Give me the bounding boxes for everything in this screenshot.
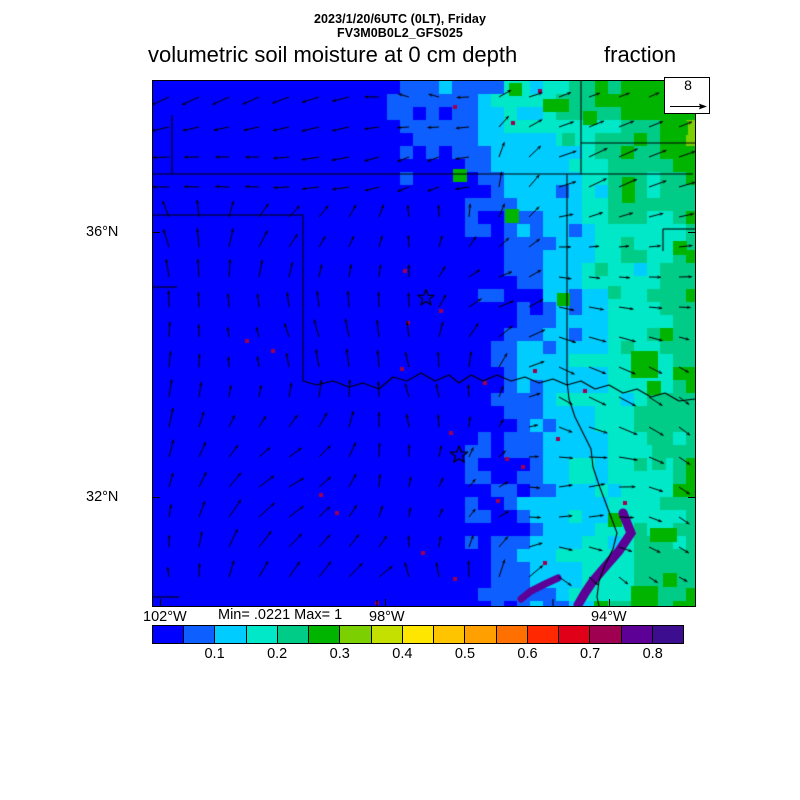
wind-reference-vector-key: 8 (664, 77, 710, 114)
axis-tick-lat-36-right (688, 232, 696, 233)
axis-tick-lat-36 (152, 232, 160, 233)
colorbar-band-14 (590, 626, 622, 643)
colorbar-tick-0.7: 0.7 (580, 646, 601, 662)
arrow-icon (670, 103, 707, 110)
axis-tick-lon-94 (609, 599, 610, 607)
colorbar-tick-0.8: 0.8 (642, 646, 663, 662)
axis-tick-lat-32 (152, 497, 160, 498)
header-model-line: FV3M0B0L2_GFS025 (337, 26, 463, 40)
colorbar-band-7 (371, 626, 403, 643)
lat-label-36n: 36°N (86, 224, 119, 240)
colorbar-tick-0.4: 0.4 (392, 646, 413, 662)
lat-label-32n: 32°N (86, 489, 119, 505)
colorbar-band-10 (465, 626, 497, 643)
map-plot-area[interactable] (152, 80, 696, 607)
colorbar-tick-0.5: 0.5 (454, 646, 476, 662)
units-label: fraction (604, 42, 677, 67)
lon-label-94w: 94°W (591, 609, 627, 625)
colorbar-tick-0.1: 0.1 (204, 646, 225, 662)
colorbar-band-6 (340, 626, 372, 643)
colorbar-band-5 (309, 626, 341, 643)
colorbar-tick-0.2: 0.2 (267, 646, 288, 662)
colorbar-band-15 (621, 626, 653, 643)
axis-tick-lon-102 (160, 599, 161, 607)
colorbar-band-16 (652, 626, 683, 643)
colorbar-band-4 (277, 626, 310, 643)
colorbar-band-13 (559, 626, 591, 643)
colorbar-tick-0.6: 0.6 (517, 646, 538, 662)
colorbar-band-12 (527, 626, 560, 643)
axis-tick-lon-98 (385, 599, 386, 607)
lon-label-102w: 102°W (143, 609, 187, 625)
colorbar-tick-labels: 0.1 0.2 0.3 0.4 0.5 0.6 0.7 0.8 (152, 646, 684, 666)
colorbar-band-2 (215, 626, 247, 643)
header-date-line: 2023/1/20/6UTC (0LT), Friday (313, 12, 487, 26)
colorbar-band-1 (184, 626, 216, 643)
colorbar (152, 625, 684, 644)
wind-reference-value: 8 (684, 77, 692, 93)
colorbar-band-9 (434, 626, 466, 643)
min-max-annotation: Min= .0221 Max= 1 (218, 607, 343, 623)
colorbar-band-3 (246, 626, 278, 643)
colorbar-band-8 (402, 626, 435, 643)
colorbar-band-0 (153, 626, 185, 643)
colorbar-tick-0.3: 0.3 (329, 646, 350, 662)
colorbar-band-11 (496, 626, 528, 643)
soil-moisture-raster (153, 81, 695, 606)
lon-label-98w: 98°W (369, 609, 405, 625)
page-title: volumetric soil moisture at 0 cm depth (148, 42, 518, 67)
axis-tick-lat-32-right (688, 497, 696, 498)
